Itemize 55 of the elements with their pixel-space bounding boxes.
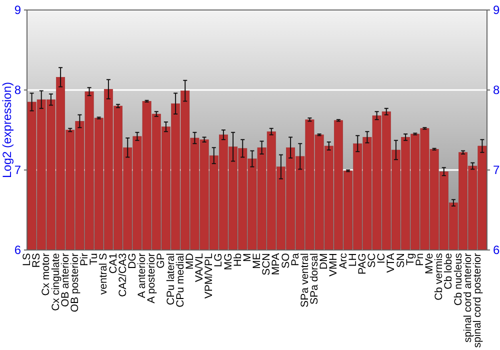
y2-tick-label: 9	[493, 2, 500, 17]
x-tick-label: MD	[184, 252, 196, 270]
x-tick-label: SN	[394, 253, 407, 268]
x-tick-label: Tu	[88, 253, 100, 266]
x-tick-label: LS	[21, 253, 34, 266]
x-tick-label: Tg	[404, 253, 416, 266]
x-tick-label: VA/VL	[194, 253, 206, 282]
y-tick-label: 7	[14, 162, 22, 177]
x-tick-label: VPM/VPL	[203, 253, 216, 299]
x-tick-label: Cx cingulate	[50, 252, 62, 311]
y-axis-title: Log2 (expression)	[0, 82, 14, 178]
x-tick-label: M	[241, 253, 254, 262]
x-tick-label: ventral S	[98, 253, 110, 295]
y2-tick-label: 7	[493, 162, 500, 177]
x-tick-label: ME	[251, 253, 264, 269]
x-tick-label: DG	[126, 253, 138, 269]
x-tick-label: SPa dorsal	[308, 253, 321, 305]
x-tick-label: RS	[30, 253, 43, 268]
y-tick-label: 8	[14, 82, 22, 97]
x-tick-label: OB anterior	[59, 252, 72, 307]
x-tick-label: spinal cord posterior	[471, 252, 484, 348]
x-tick-label: IC	[376, 252, 388, 264]
x-tick-label: CPu lateral	[164, 253, 177, 306]
x-tick-label: A anterior	[136, 252, 148, 298]
x-tick-label: Arc	[337, 253, 350, 269]
x-tick-label: spinal cord anterior	[462, 252, 474, 342]
x-tick-label: Cx motor	[40, 252, 52, 296]
x-tick-label: OB posterior	[68, 252, 81, 312]
x-tick-label: CA2/CA3	[116, 253, 129, 297]
x-tick-label: GP	[155, 253, 168, 268]
x-tick-label: SCN	[260, 253, 273, 276]
x-tick-label: SC	[366, 252, 378, 268]
x-tick-label: Hb	[232, 253, 244, 267]
x-tick-label: PAG	[356, 253, 368, 275]
x-tick-label: VTA	[385, 253, 398, 273]
x-tick-label: Pir	[78, 252, 91, 266]
x-tick-label: MVe	[424, 252, 436, 274]
y-tick-label: 6	[14, 242, 22, 257]
x-tick-label: VMH	[328, 253, 340, 276]
x-tick-label: DM	[318, 253, 330, 270]
x-tick-label: Cb lobe	[442, 253, 455, 290]
x-tick-label: MG	[222, 253, 234, 270]
x-tick-label: Pa	[289, 252, 302, 266]
x-tick-label: A posterior	[146, 252, 158, 304]
y-tick-label: 9	[14, 2, 22, 17]
x-tick-label: CA1	[107, 253, 120, 274]
x-tick-label: SO	[280, 253, 292, 268]
x-tick-label: LH	[346, 253, 359, 267]
y2-tick-label: 8	[493, 82, 500, 97]
x-tick-label: CPu medial	[174, 253, 186, 308]
x-tick-label: Cb nucleus	[452, 253, 464, 306]
x-tick-label: LG	[212, 253, 225, 268]
y2-tick-label: 6	[493, 242, 500, 257]
x-tick-label: MPA	[270, 253, 282, 276]
x-tick-label: SPa ventral	[298, 253, 311, 308]
